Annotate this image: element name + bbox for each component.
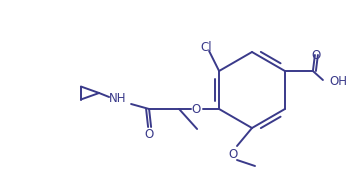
Text: O: O: [192, 102, 201, 115]
Text: O: O: [311, 49, 320, 62]
Text: Cl: Cl: [200, 41, 212, 54]
Text: O: O: [229, 149, 237, 162]
Text: O: O: [145, 127, 154, 140]
Text: OH: OH: [329, 75, 347, 88]
Text: NH: NH: [109, 92, 127, 105]
